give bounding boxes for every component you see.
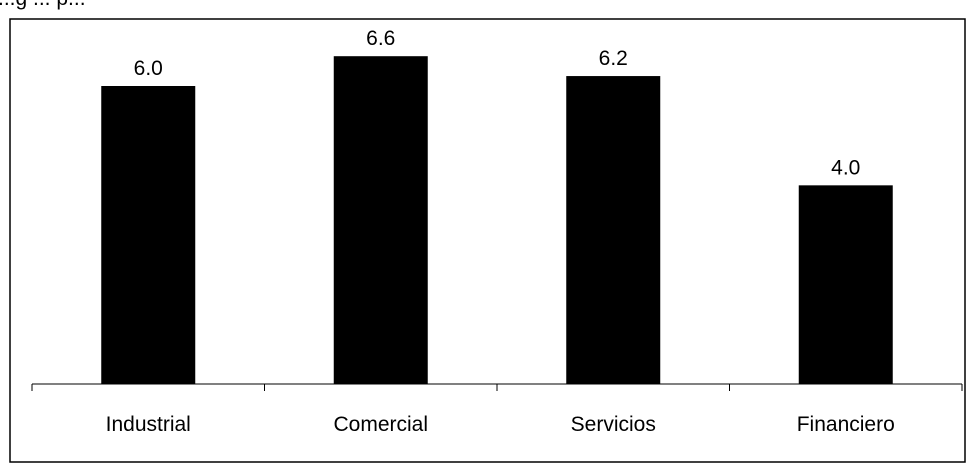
bar-servicios [566, 76, 661, 385]
category-label-industrial: Industrial [106, 413, 191, 436]
bar-financiero [798, 185, 893, 384]
value-label-financiero: 4.0 [831, 156, 860, 179]
plot-area: 6.0 Industrial 6.6 Comercial 6.2 Servicios 4.0… [31, 27, 963, 436]
value-label-servicios: 6.2 [599, 47, 628, 70]
clipped-header-text: ...g ... p... [0, 0, 86, 10]
value-label-comercial: 6.6 [366, 27, 395, 50]
category-label-comercial: Comercial [333, 413, 428, 436]
category-label-financiero: Financiero [797, 413, 895, 436]
chart-frame [9, 18, 966, 463]
value-label-industrial: 6.0 [134, 57, 163, 80]
bar-comercial [333, 56, 428, 384]
bar-industrial [101, 86, 196, 384]
category-label-servicios: Servicios [571, 413, 656, 436]
